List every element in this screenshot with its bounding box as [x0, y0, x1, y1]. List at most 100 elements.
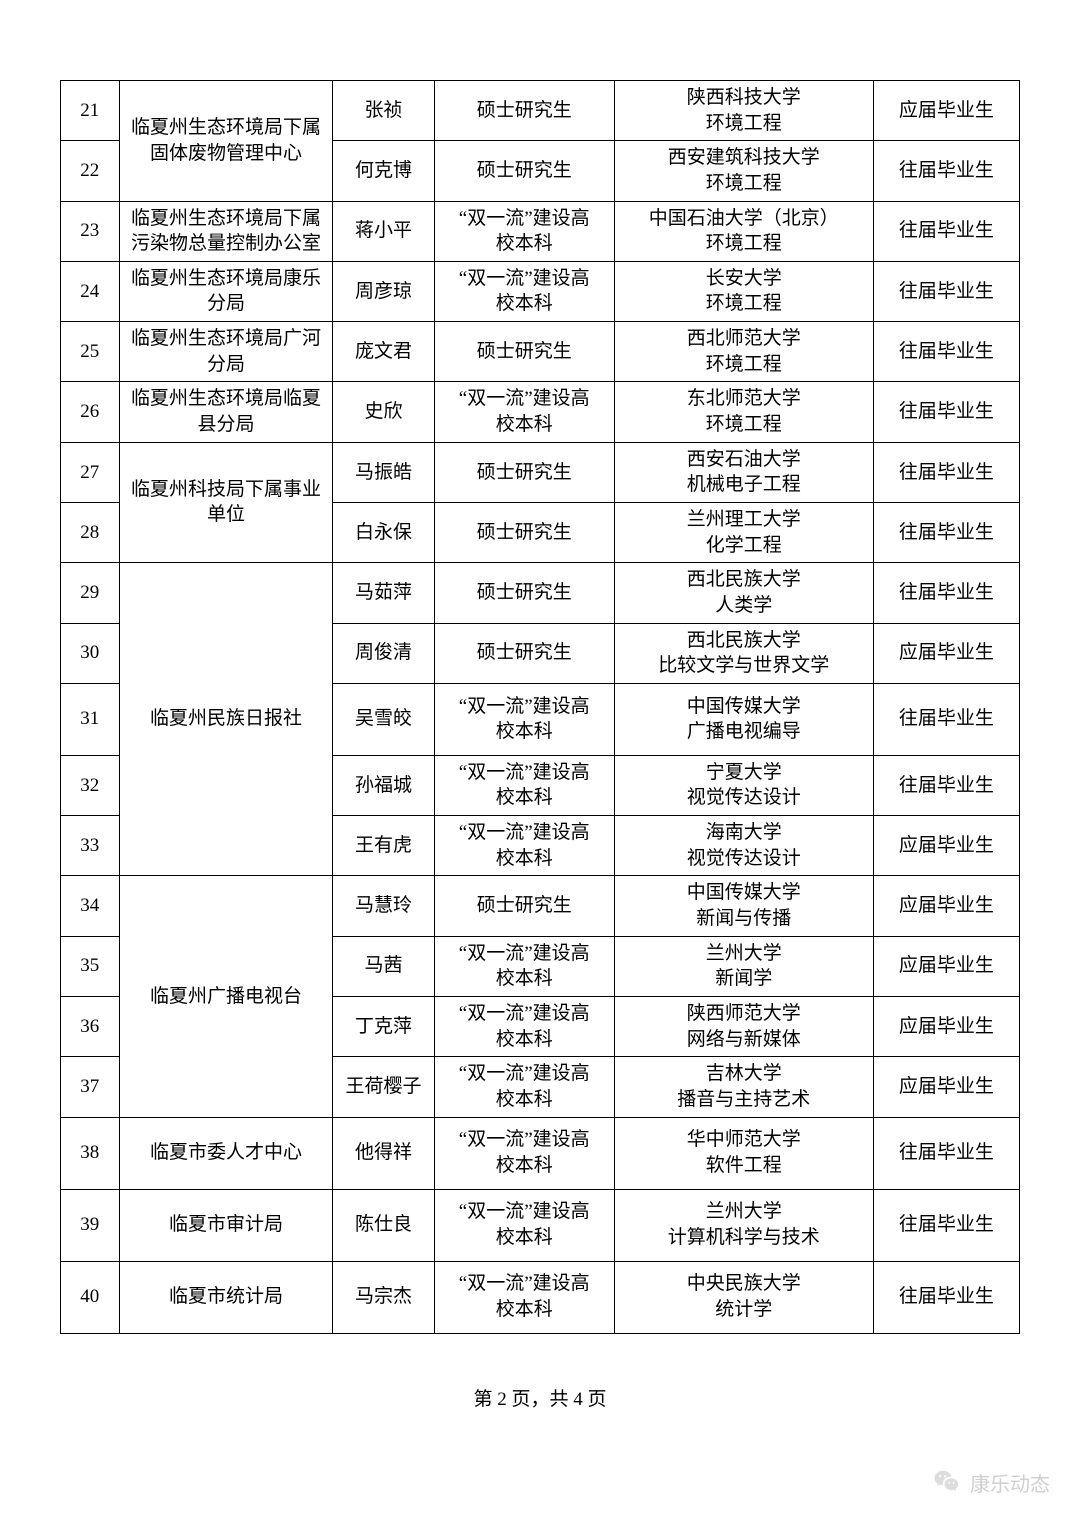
table-cell: 西北民族大学比较文学与世界文学	[614, 623, 873, 683]
table-cell: 29	[61, 563, 120, 623]
table-cell: 往届毕业生	[873, 1261, 1019, 1333]
table-cell: 22	[61, 141, 120, 201]
table-cell: 应届毕业生	[873, 996, 1019, 1056]
table-cell: 应届毕业生	[873, 936, 1019, 996]
table-cell: 临夏市统计局	[119, 1261, 333, 1333]
table-cell: “双一流”建设高校本科	[434, 1117, 614, 1189]
page-footer: 第 2 页，共 4 页	[60, 1384, 1020, 1411]
table-cell: 40	[61, 1261, 120, 1333]
table-cell: 应届毕业生	[873, 1057, 1019, 1117]
table-cell: 陈仕良	[333, 1189, 434, 1261]
table-cell: 36	[61, 996, 120, 1056]
table-cell: 史欣	[333, 382, 434, 442]
table-cell: “双一流”建设高校本科	[434, 755, 614, 815]
watermark: 康乐动态	[932, 1467, 1050, 1497]
table-cell: 23	[61, 201, 120, 261]
table-cell: 王有虎	[333, 816, 434, 876]
table-cell: 张祯	[333, 81, 434, 141]
table-cell: “双一流”建设高校本科	[434, 261, 614, 321]
table-cell: 往届毕业生	[873, 563, 1019, 623]
table-cell: 应届毕业生	[873, 623, 1019, 683]
table-cell: 丁克萍	[333, 996, 434, 1056]
table-cell: 35	[61, 936, 120, 996]
table-cell: 38	[61, 1117, 120, 1189]
table-row: 21临夏州生态环境局下属固体废物管理中心张祯硕士研究生陕西科技大学环境工程应届毕…	[61, 81, 1020, 141]
table-cell: 马振皓	[333, 442, 434, 502]
table-cell: 硕士研究生	[434, 623, 614, 683]
table-cell: 马茹萍	[333, 563, 434, 623]
table-cell: 往届毕业生	[873, 1117, 1019, 1189]
table-cell: 28	[61, 502, 120, 562]
table-cell: 陕西科技大学环境工程	[614, 81, 873, 141]
table-cell: “双一流”建设高校本科	[434, 1261, 614, 1333]
watermark-text: 康乐动态	[970, 1468, 1050, 1497]
table-cell: 硕士研究生	[434, 141, 614, 201]
table-cell: 白永保	[333, 502, 434, 562]
table-cell: 往届毕业生	[873, 141, 1019, 201]
table-cell: 海南大学视觉传达设计	[614, 816, 873, 876]
table-cell: 硕士研究生	[434, 442, 614, 502]
table-cell: 往届毕业生	[873, 442, 1019, 502]
table-cell: 33	[61, 816, 120, 876]
table-cell: 中国传媒大学广播电视编导	[614, 683, 873, 755]
roster-table: 21临夏州生态环境局下属固体废物管理中心张祯硕士研究生陕西科技大学环境工程应届毕…	[60, 80, 1020, 1334]
table-cell: 往届毕业生	[873, 755, 1019, 815]
table-cell: “双一流”建设高校本科	[434, 1189, 614, 1261]
table-cell: 西北民族大学人类学	[614, 563, 873, 623]
table-cell: 硕士研究生	[434, 81, 614, 141]
table-cell: 马宗杰	[333, 1261, 434, 1333]
table-cell: 马慧玲	[333, 876, 434, 936]
table-cell: 临夏州科技局下属事业单位	[119, 442, 333, 563]
table-cell: 应届毕业生	[873, 876, 1019, 936]
table-cell: 往届毕业生	[873, 1189, 1019, 1261]
table-cell: 吴雪皎	[333, 683, 434, 755]
table-cell: 34	[61, 876, 120, 936]
table-cell: 吉林大学播音与主持艺术	[614, 1057, 873, 1117]
table-row: 39临夏市审计局陈仕良“双一流”建设高校本科兰州大学计算机科学与技术往届毕业生	[61, 1189, 1020, 1261]
table-cell: 长安大学环境工程	[614, 261, 873, 321]
table-cell: 庞文君	[333, 322, 434, 382]
table-cell: 往届毕业生	[873, 201, 1019, 261]
table-cell: 中国石油大学（北京）环境工程	[614, 201, 873, 261]
table-row: 34临夏州广播电视台马慧玲硕士研究生中国传媒大学新闻与传播应届毕业生	[61, 876, 1020, 936]
table-cell: 往届毕业生	[873, 322, 1019, 382]
table-cell: 东北师范大学环境工程	[614, 382, 873, 442]
table-cell: 陕西师范大学网络与新媒体	[614, 996, 873, 1056]
table-cell: “双一流”建设高校本科	[434, 683, 614, 755]
table-cell: 马茜	[333, 936, 434, 996]
table-row: 27临夏州科技局下属事业单位马振皓硕士研究生西安石油大学机械电子工程往届毕业生	[61, 442, 1020, 502]
table-cell: 39	[61, 1189, 120, 1261]
table-row: 38临夏市委人才中心他得祥“双一流”建设高校本科华中师范大学软件工程往届毕业生	[61, 1117, 1020, 1189]
table-cell: 往届毕业生	[873, 382, 1019, 442]
table-cell: 蒋小平	[333, 201, 434, 261]
table-cell: 兰州大学新闻学	[614, 936, 873, 996]
table-cell: 25	[61, 322, 120, 382]
table-cell: 临夏州民族日报社	[119, 563, 333, 876]
table-cell: 往届毕业生	[873, 502, 1019, 562]
table-cell: 27	[61, 442, 120, 502]
table-cell: “双一流”建设高校本科	[434, 936, 614, 996]
table-cell: 应届毕业生	[873, 81, 1019, 141]
table-cell: 30	[61, 623, 120, 683]
table-cell: 26	[61, 382, 120, 442]
table-cell: 何克博	[333, 141, 434, 201]
wechat-icon	[932, 1467, 962, 1497]
table-cell: “双一流”建设高校本科	[434, 382, 614, 442]
table-cell: 往届毕业生	[873, 261, 1019, 321]
table-cell: “双一流”建设高校本科	[434, 1057, 614, 1117]
table-cell: 24	[61, 261, 120, 321]
table-cell: 兰州大学计算机科学与技术	[614, 1189, 873, 1261]
table-cell: 西安石油大学机械电子工程	[614, 442, 873, 502]
table-cell: 孙福城	[333, 755, 434, 815]
table-cell: 临夏州生态环境局下属固体废物管理中心	[119, 81, 333, 202]
table-cell: 硕士研究生	[434, 563, 614, 623]
table-cell: 临夏州广播电视台	[119, 876, 333, 1117]
table-cell: “双一流”建设高校本科	[434, 816, 614, 876]
table-cell: 西北师范大学环境工程	[614, 322, 873, 382]
table-cell: 临夏州生态环境局下属污染物总量控制办公室	[119, 201, 333, 261]
table-cell: 华中师范大学软件工程	[614, 1117, 873, 1189]
table-cell: 硕士研究生	[434, 876, 614, 936]
table-cell: 兰州理工大学化学工程	[614, 502, 873, 562]
table-cell: 西安建筑科技大学环境工程	[614, 141, 873, 201]
table-cell: 临夏州生态环境局广河分局	[119, 322, 333, 382]
